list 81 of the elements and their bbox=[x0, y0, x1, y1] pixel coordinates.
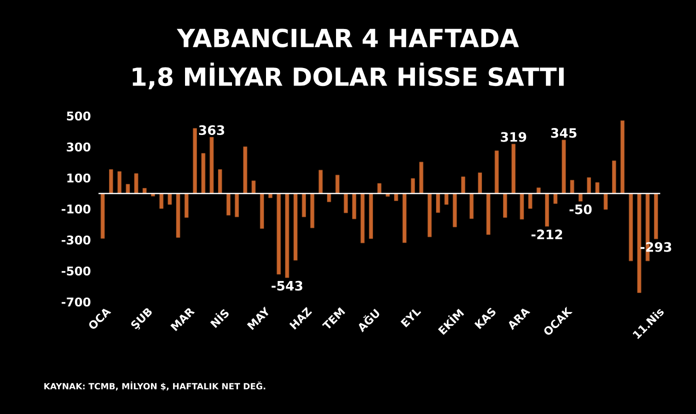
bar bbox=[570, 180, 574, 194]
bar bbox=[486, 193, 490, 235]
bar bbox=[100, 193, 105, 239]
bar bbox=[327, 193, 332, 202]
bar bbox=[318, 170, 323, 194]
bar bbox=[268, 193, 272, 198]
data-label: 363 bbox=[199, 125, 224, 136]
data-label: -50 bbox=[570, 204, 592, 214]
data-label: 319 bbox=[500, 132, 526, 142]
data-label: -212 bbox=[532, 230, 562, 240]
bar bbox=[368, 193, 373, 239]
data-label: -543 bbox=[272, 280, 302, 291]
bar bbox=[562, 140, 566, 194]
bar bbox=[452, 193, 457, 228]
bar bbox=[260, 193, 264, 229]
bar bbox=[536, 188, 541, 194]
data-label: 345 bbox=[551, 128, 576, 138]
bar bbox=[192, 128, 197, 194]
bar bbox=[184, 193, 189, 218]
bar bbox=[159, 193, 164, 209]
bar bbox=[553, 193, 558, 204]
bar bbox=[109, 169, 114, 194]
bar bbox=[310, 193, 314, 228]
bar bbox=[612, 160, 616, 194]
bar bbox=[595, 182, 600, 194]
bar bbox=[461, 176, 466, 194]
bar bbox=[285, 193, 290, 278]
bar bbox=[168, 193, 172, 205]
y-tick-label: -300 bbox=[62, 235, 90, 245]
bar bbox=[176, 193, 180, 238]
bar bbox=[511, 144, 516, 194]
x-tick-label: EYL bbox=[400, 309, 422, 328]
bar bbox=[436, 193, 440, 213]
bar bbox=[302, 193, 306, 218]
bar bbox=[620, 120, 624, 194]
bar bbox=[226, 193, 230, 216]
bar bbox=[503, 193, 508, 218]
bar bbox=[520, 193, 524, 220]
y-tick-label: 300 bbox=[66, 142, 90, 152]
bar bbox=[410, 178, 415, 194]
y-tick-label: -500 bbox=[62, 266, 90, 276]
bar bbox=[545, 193, 550, 227]
bar bbox=[428, 193, 432, 238]
bar bbox=[344, 193, 348, 214]
bar bbox=[444, 193, 448, 205]
bar bbox=[117, 171, 122, 194]
bar bbox=[402, 193, 407, 243]
bar bbox=[218, 169, 222, 194]
bar bbox=[201, 153, 206, 194]
bar bbox=[394, 193, 398, 201]
bar bbox=[478, 172, 482, 194]
bar bbox=[377, 183, 382, 194]
y-tick-label: -700 bbox=[62, 297, 90, 307]
bar bbox=[352, 193, 356, 220]
bar bbox=[628, 193, 633, 262]
bar bbox=[386, 193, 390, 197]
chart-title: YABANCILAR 4 HAFTADA bbox=[176, 28, 519, 48]
y-tick-label: -100 bbox=[62, 204, 90, 214]
bar bbox=[586, 177, 591, 194]
bar bbox=[234, 193, 239, 218]
bar bbox=[604, 193, 608, 210]
text: KAYNAK: TCMB, MİLYON $, HAFTALIK NET DEĞ. bbox=[44, 381, 266, 391]
bar bbox=[470, 193, 474, 219]
chart-subtitle: 1,8 MİLYAR DOLAR HİSSE SATTI bbox=[132, 62, 564, 90]
bar bbox=[243, 146, 248, 194]
bar bbox=[276, 193, 281, 274]
bar bbox=[252, 180, 256, 194]
bar bbox=[637, 193, 642, 293]
bar bbox=[578, 193, 583, 202]
bar bbox=[335, 174, 340, 194]
bar bbox=[494, 150, 499, 194]
bar bbox=[419, 162, 424, 194]
y-tick-label: 500 bbox=[66, 111, 90, 121]
bar bbox=[528, 193, 532, 209]
bar bbox=[126, 184, 130, 194]
y-tick-label: 100 bbox=[67, 173, 90, 183]
bar bbox=[134, 173, 138, 194]
bar bbox=[210, 137, 214, 194]
bar bbox=[294, 193, 298, 261]
bar bbox=[654, 193, 658, 240]
bar bbox=[360, 193, 365, 244]
